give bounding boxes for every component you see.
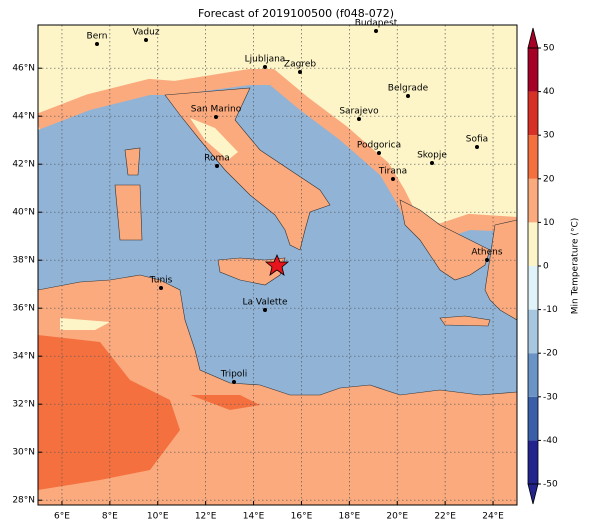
- city-dot: [374, 29, 378, 33]
- colorbar-segment: [528, 91, 538, 136]
- colorbar: -50 -40 -30 -20 -10 0 10 20 30 40 50: [527, 27, 558, 505]
- y-tick-label: 30°N: [12, 448, 35, 458]
- colorbar-extend-bottom: [527, 483, 539, 505]
- star-marker: [264, 253, 290, 276]
- colorbar-segment: [528, 222, 538, 266]
- city-dot: [263, 308, 267, 312]
- x-tick-label: 14°E: [243, 512, 265, 522]
- colorbar-label: Min Temperature (°C): [571, 218, 581, 315]
- city-label: Sofia: [466, 135, 488, 145]
- x-tick-label: 22°E: [434, 512, 456, 522]
- y-tick-label: 46°N: [12, 64, 35, 74]
- africa-warm: [190, 395, 260, 410]
- y-tick-label: 38°N: [12, 256, 35, 266]
- colorbar-tick-label: -10: [543, 305, 558, 315]
- y-tick-label: 28°N: [12, 496, 35, 506]
- y-tick-label: 44°N: [12, 112, 35, 122]
- city-dot: [95, 42, 99, 46]
- city-dot: [430, 161, 434, 165]
- colorbar-tick-label: 50: [543, 44, 555, 54]
- city-dot: [214, 115, 218, 119]
- colorbar-segment: [528, 396, 538, 441]
- city-label: Podgorica: [357, 141, 401, 151]
- colorbar-segment: [528, 309, 538, 354]
- city-label: Zagreb: [284, 60, 316, 70]
- y-tick-label: 42°N: [12, 160, 35, 170]
- colorbar-tick-label: -50: [543, 480, 558, 490]
- city-label: Belgrade: [388, 84, 429, 94]
- city-dot: [144, 38, 148, 42]
- corsica: [124, 147, 141, 176]
- map-frame: [37, 24, 518, 506]
- city-dot: [159, 286, 163, 290]
- sicily: [217, 257, 286, 286]
- city-label: San Marino: [191, 105, 242, 115]
- crete: [439, 315, 491, 327]
- city-label: Budapest: [355, 19, 398, 29]
- y-tick-label: 36°N: [12, 304, 35, 314]
- city-label: Tunis: [149, 276, 173, 286]
- city-label: Tirana: [378, 167, 407, 177]
- city-label: Roma: [204, 154, 230, 164]
- colorbar-tick-label: 0: [543, 262, 549, 272]
- city-dot: [357, 117, 361, 121]
- city-label: Vaduz: [132, 28, 159, 38]
- city-label: Ljubljana: [245, 55, 286, 65]
- city-label: Bern: [87, 32, 108, 42]
- graticule: 6°E 8°E 10°E 12°E 14°E 16°E 18°E 20°E 22°E 24°E 28…: [12, 25, 517, 522]
- y-tick-label: 40°N: [12, 208, 35, 218]
- colorbar-segment: [528, 353, 538, 397]
- x-tick-label: 8°E: [102, 512, 118, 522]
- x-tick-label: 10°E: [147, 512, 169, 522]
- colorbar-tick-label: 30: [543, 131, 555, 141]
- city-label: La Valette: [243, 298, 288, 308]
- city-label: Athens: [471, 248, 502, 258]
- city-dot: [215, 164, 219, 168]
- city-dot: [475, 145, 479, 149]
- x-tick-label: 20°E: [386, 512, 408, 522]
- city-dot: [232, 380, 236, 384]
- x-tick-label: 16°E: [291, 512, 313, 522]
- colorbar-segment: [528, 48, 538, 92]
- sardinia: [114, 184, 143, 241]
- colorbar-segment: [528, 178, 538, 223]
- colorbar-tick-label: 20: [543, 174, 555, 184]
- city-dot: [298, 70, 302, 74]
- x-tick-label: 18°E: [339, 512, 361, 522]
- x-tick-label: 12°E: [195, 512, 217, 522]
- city-dot: [263, 65, 267, 69]
- colorbar-tick-label: 40: [543, 87, 555, 97]
- city-label: Sarajevo: [339, 107, 379, 117]
- city-label: Skopje: [417, 151, 447, 161]
- city-dot: [406, 94, 410, 98]
- city-dot: [485, 258, 489, 262]
- colorbar-tick-label: -20: [543, 349, 558, 359]
- colorbar-segment: [528, 266, 538, 310]
- city-dot: [391, 177, 395, 181]
- africa-cool: [60, 318, 110, 330]
- y-tick-label: 32°N: [12, 400, 35, 410]
- africa-warm: [38, 335, 180, 490]
- colorbar-extend-top: [527, 27, 539, 49]
- colorbar-segment: [528, 135, 538, 179]
- title: Forecast of 2019100500 (f048-072): [198, 7, 394, 20]
- colorbar-tick-label: -40: [543, 436, 558, 446]
- colorbar-tick-label: -30: [543, 392, 558, 402]
- y-tick-label: 34°N: [12, 352, 35, 362]
- city-label: Tripoli: [220, 370, 248, 380]
- city-dot: [377, 151, 381, 155]
- colorbar-segment: [528, 440, 538, 484]
- x-tick-label: 24°E: [482, 512, 504, 522]
- colorbar-tick-label: 10: [543, 218, 555, 228]
- x-tick-label: 6°E: [54, 512, 70, 522]
- italy-cool: [190, 118, 238, 160]
